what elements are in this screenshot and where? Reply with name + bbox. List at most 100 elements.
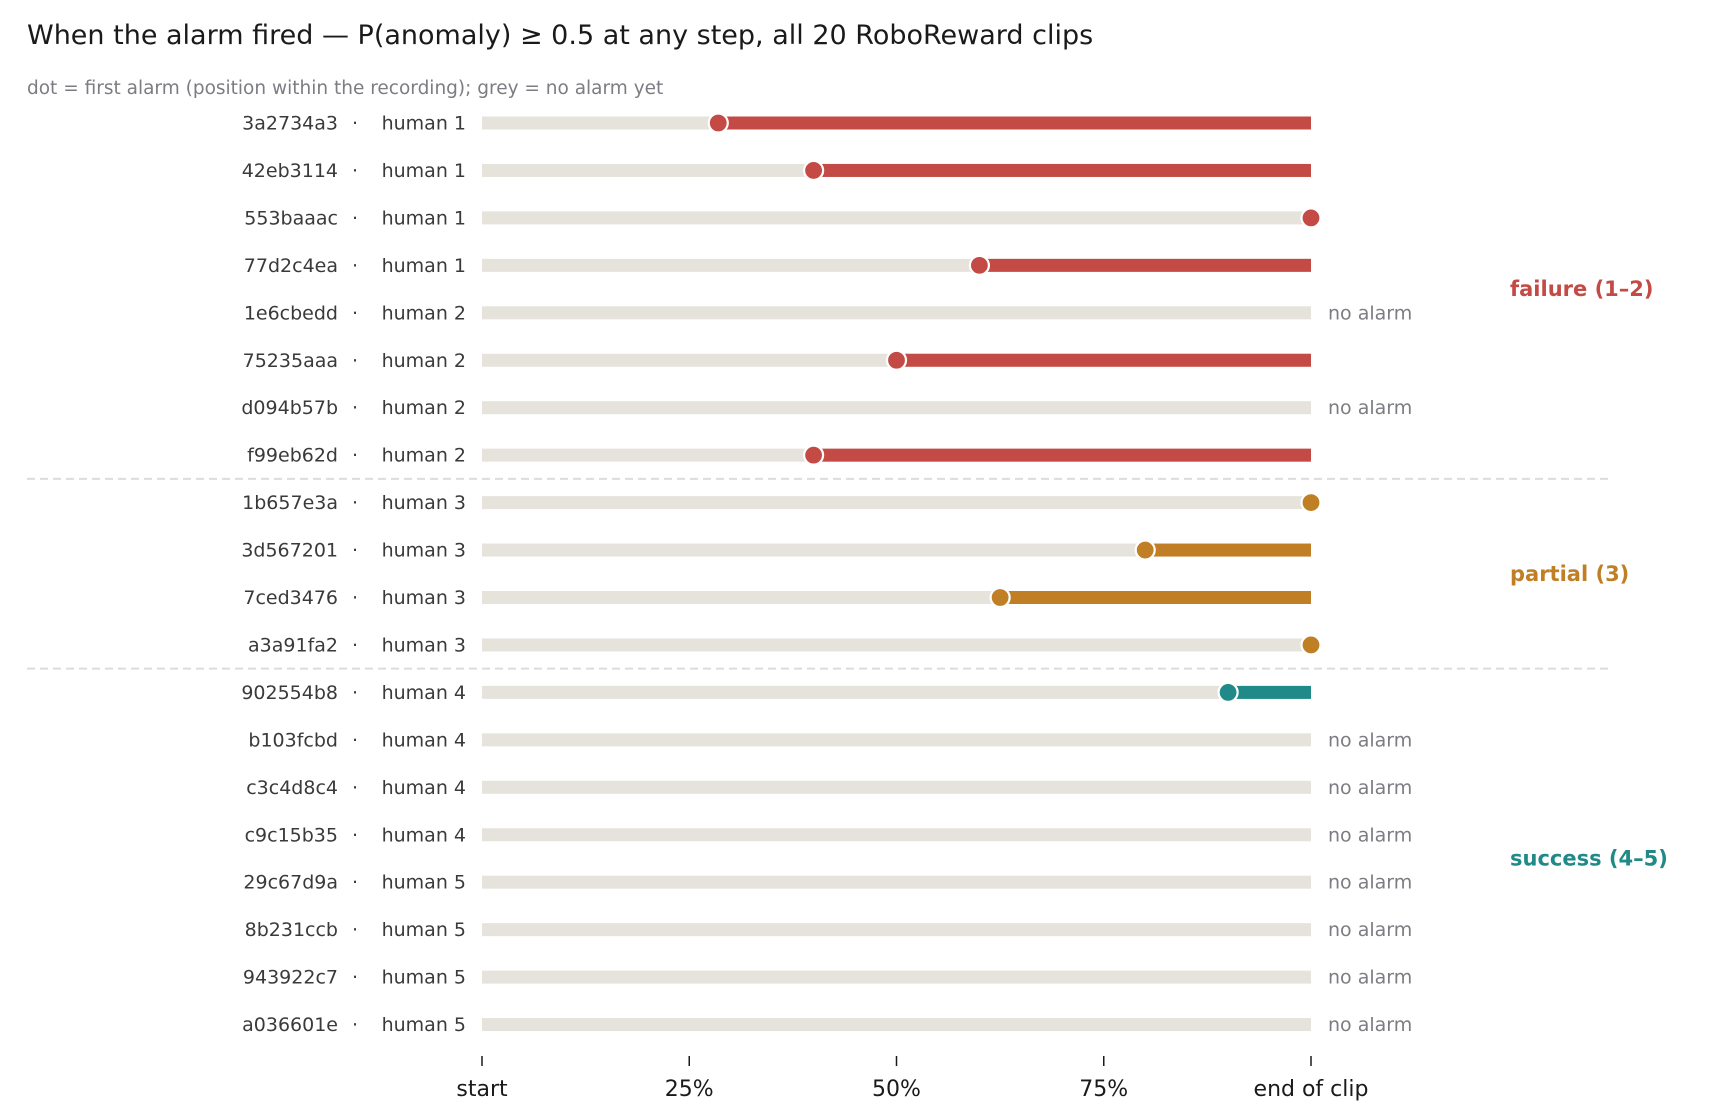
- track-bar: [482, 306, 1311, 320]
- clip-id-label: b103fcbd: [248, 729, 338, 751]
- first-alarm-dot: [1300, 492, 1322, 514]
- human-rating-label: human 5: [382, 967, 466, 989]
- separator-dot: ·: [352, 445, 358, 467]
- clip-id-label: 7ced3476: [243, 587, 338, 609]
- first-alarm-dot: [1300, 634, 1322, 656]
- separator-dot: ·: [352, 492, 358, 514]
- clip-row-553baaac: 553baaac · human 1: [244, 207, 1322, 229]
- separator-dot: ·: [352, 872, 358, 894]
- alarm-active-bar: [1000, 591, 1311, 604]
- clip-row-c3c4d8c4: c3c4d8c4 · human 4 no alarm: [246, 777, 1412, 799]
- human-rating-label: human 2: [382, 302, 466, 324]
- clip-id-label: 42eb3114: [242, 160, 338, 182]
- alarm-active-bar: [718, 116, 1311, 130]
- alarm-active-bar: [979, 258, 1311, 272]
- first-alarm-dot: [989, 586, 1011, 609]
- separator-dot: ·: [352, 540, 358, 562]
- clip-row-902554b8: 902554b8 · human 4: [241, 681, 1311, 704]
- track-bar: [482, 211, 1311, 225]
- clip-id-label: 3d567201: [241, 540, 338, 562]
- clip-row-a3a91fa2: a3a91fa2 · human 3: [248, 634, 1322, 656]
- human-rating-label: human 4: [382, 729, 466, 751]
- clip-id-label: a036601e: [242, 1014, 338, 1036]
- clip-row-29c67d9a: 29c67d9a · human 5 no alarm: [243, 872, 1412, 894]
- clip-row-3a2734a3: 3a2734a3 · human 1: [242, 112, 1311, 135]
- first-alarm-dot: [1134, 539, 1156, 561]
- track-bar: [482, 638, 1311, 652]
- group-labels: failure (1–2) partial (3) success (4–5): [1510, 277, 1668, 870]
- x-tick-label: end of clip: [1254, 1077, 1369, 1102]
- track-bar: [482, 780, 1311, 794]
- chart-subtitle: dot = first alarm (position within the r…: [27, 78, 664, 99]
- clip-id-label: c3c4d8c4: [246, 777, 338, 799]
- separator-dot: ·: [352, 729, 358, 751]
- clip-id-label: 943922c7: [243, 967, 338, 989]
- clip-id-label: d094b57b: [241, 397, 338, 419]
- first-alarm-dot: [707, 112, 729, 134]
- clip-id-label: f99eb62d: [247, 445, 338, 467]
- no-alarm-label: no alarm: [1328, 919, 1412, 941]
- no-alarm-label: no alarm: [1328, 967, 1412, 989]
- track-bar: [482, 685, 1311, 699]
- group-separators: [27, 477, 1610, 670]
- human-rating-label: human 2: [382, 397, 466, 419]
- track-bar: [482, 401, 1311, 415]
- alarm-active-bar: [896, 353, 1311, 367]
- clip-row-d094b57b: d094b57b · human 2 no alarm: [241, 397, 1412, 419]
- separator-dot: ·: [352, 682, 358, 704]
- separator-dot: ·: [352, 302, 358, 324]
- no-alarm-label: no alarm: [1328, 777, 1412, 799]
- human-rating-label: human 3: [382, 540, 466, 562]
- separator-dot: ·: [352, 207, 358, 229]
- track-bar: [482, 733, 1311, 747]
- no-alarm-label: no alarm: [1328, 397, 1412, 419]
- no-alarm-label: no alarm: [1328, 729, 1412, 751]
- track-bar: [482, 1018, 1311, 1032]
- clip-row-3d567201: 3d567201 · human 3: [241, 539, 1311, 562]
- clip-row-1e6cbedd: 1e6cbedd · human 2 no alarm: [244, 302, 1412, 324]
- clip-id-label: 75235aaa: [243, 350, 338, 372]
- human-rating-label: human 4: [382, 824, 466, 846]
- clip-row-a036601e: a036601e · human 5 no alarm: [242, 1014, 1412, 1036]
- separator-dot: ·: [352, 350, 358, 372]
- separator-dot: ·: [352, 113, 358, 135]
- clip-id-label: 8b231ccb: [245, 919, 338, 941]
- no-alarm-label: no alarm: [1328, 872, 1412, 894]
- track-bar: [482, 923, 1311, 937]
- human-rating-label: human 4: [382, 682, 466, 704]
- separator-dot: ·: [352, 967, 358, 989]
- clip-row-42eb3114: 42eb3114 · human 1: [242, 159, 1311, 182]
- clip-row-8b231ccb: 8b231ccb · human 5 no alarm: [245, 919, 1413, 941]
- first-alarm-dot: [802, 444, 825, 466]
- no-alarm-label: no alarm: [1328, 1014, 1412, 1036]
- clip-id-label: 3a2734a3: [242, 113, 338, 135]
- separator-dot: ·: [352, 255, 358, 277]
- separator-dot: ·: [352, 634, 358, 656]
- separator-dot: ·: [352, 824, 358, 846]
- first-alarm-dot: [1217, 681, 1239, 704]
- track-bar: [482, 828, 1311, 842]
- x-tick-label: 50%: [872, 1077, 921, 1102]
- clip-row-7ced3476: 7ced3476 · human 3: [243, 586, 1311, 609]
- clip-row-f99eb62d: f99eb62d · human 2: [247, 444, 1311, 467]
- clip-row-c9c15b35: c9c15b35 · human 4 no alarm: [245, 824, 1413, 846]
- x-tick-label: 25%: [665, 1077, 714, 1102]
- track-bar: [482, 970, 1311, 984]
- chart-title: When the alarm fired — P(anomaly) ≥ 0.5 …: [27, 20, 1094, 51]
- human-rating-label: human 3: [382, 634, 466, 656]
- clip-id-label: 77d2c4ea: [244, 255, 338, 277]
- group-label-0: failure (1–2): [1510, 277, 1653, 301]
- x-tick-label: 75%: [1079, 1077, 1128, 1102]
- no-alarm-label: no alarm: [1328, 824, 1412, 846]
- clip-id-label: 553baaac: [244, 207, 338, 229]
- first-alarm-dot: [968, 254, 991, 276]
- no-alarm-label: no alarm: [1328, 302, 1412, 324]
- human-rating-label: human 5: [382, 872, 466, 894]
- clip-row-1b657e3a: 1b657e3a · human 3: [242, 492, 1322, 514]
- clip-row-75235aaa: 75235aaa · human 2: [243, 349, 1311, 372]
- separator-dot: ·: [352, 397, 358, 419]
- separator-dot: ·: [352, 777, 358, 799]
- clip-id-label: a3a91fa2: [248, 634, 338, 656]
